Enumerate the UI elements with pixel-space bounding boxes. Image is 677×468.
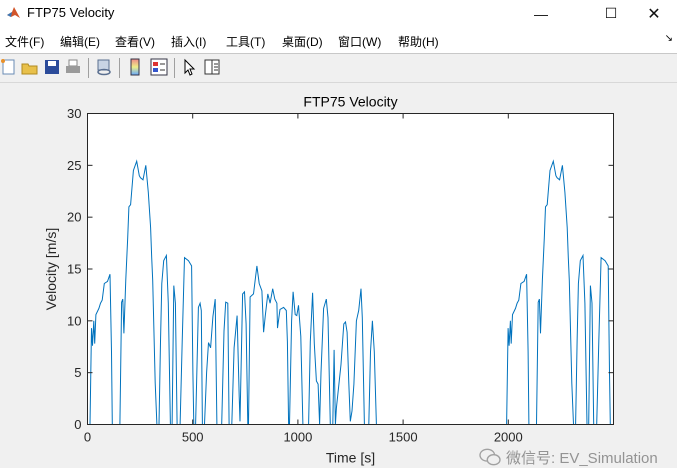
toolbar-separator bbox=[119, 58, 120, 78]
menu-tools[interactable]: 工具(T) bbox=[226, 35, 266, 49]
toolbar-separator bbox=[88, 58, 89, 78]
dock-arrow-icon[interactable]: ↘ bbox=[664, 33, 673, 44]
save-icon[interactable] bbox=[43, 58, 61, 76]
open-folder-icon[interactable] bbox=[21, 58, 39, 76]
menu-edit[interactable]: 编辑(E) bbox=[60, 35, 100, 49]
y-tick-label: 5 bbox=[74, 365, 81, 380]
matlab-logo-icon bbox=[7, 7, 20, 18]
x-tick-label: 1500 bbox=[389, 430, 418, 445]
chart-title: FTP75 Velocity bbox=[303, 94, 397, 110]
minimize-button[interactable]: — bbox=[534, 5, 548, 22]
menu-window[interactable]: 窗口(W) bbox=[338, 35, 382, 49]
menu-help[interactable]: 帮助(H) bbox=[398, 35, 439, 49]
new-file-icon[interactable] bbox=[0, 58, 18, 76]
y-tick-label: 30 bbox=[67, 106, 81, 121]
x-tick-label: 2000 bbox=[494, 430, 523, 445]
y-tick-label: 20 bbox=[67, 210, 81, 225]
watermark: 微信号: EV_Simulation bbox=[478, 447, 658, 467]
title-bar: FTP75 Velocity — ☐ ✕ bbox=[0, 0, 677, 27]
link-figure-icon[interactable] bbox=[95, 58, 113, 76]
menu-file[interactable]: 文件(F) bbox=[5, 35, 45, 49]
menu-view[interactable]: 查看(V) bbox=[115, 35, 155, 49]
toolbar-separator bbox=[174, 58, 175, 78]
property-inspector-icon[interactable] bbox=[203, 58, 221, 76]
watermark-text: 微信号: EV_Simulation bbox=[506, 449, 658, 467]
x-tick-label: 500 bbox=[182, 430, 204, 445]
menu-bar: 文件(F) 编辑(E) 查看(V) 插入(I) 工具(T) 桌面(D) 窗口(W… bbox=[0, 27, 677, 54]
wechat-logo-icon bbox=[479, 448, 501, 466]
print-icon[interactable] bbox=[64, 58, 82, 76]
legend-icon[interactable] bbox=[150, 58, 168, 76]
y-tick-label: 15 bbox=[67, 262, 81, 277]
menu-insert[interactable]: 插入(I) bbox=[171, 35, 207, 49]
x-tick-label: 0 bbox=[84, 430, 91, 445]
y-axis-label: Velocity [m/s] bbox=[43, 228, 59, 310]
window-title: FTP75 Velocity bbox=[27, 5, 115, 20]
close-button[interactable]: ✕ bbox=[647, 5, 661, 23]
menu-desktop[interactable]: 桌面(D) bbox=[282, 35, 323, 49]
toolbar bbox=[0, 54, 677, 83]
axes-background bbox=[87, 113, 614, 425]
y-tick-label: 10 bbox=[67, 313, 81, 328]
pointer-icon[interactable] bbox=[180, 58, 198, 76]
colorbar-icon[interactable] bbox=[126, 58, 144, 76]
velocity-series-line bbox=[87, 159, 611, 425]
y-tick-label: 25 bbox=[67, 158, 81, 173]
maximize-button[interactable]: ☐ bbox=[604, 5, 618, 21]
x-axis-label: Time [s] bbox=[326, 450, 375, 466]
y-tick-label: 0 bbox=[74, 417, 81, 432]
x-tick-label: 1000 bbox=[283, 430, 312, 445]
